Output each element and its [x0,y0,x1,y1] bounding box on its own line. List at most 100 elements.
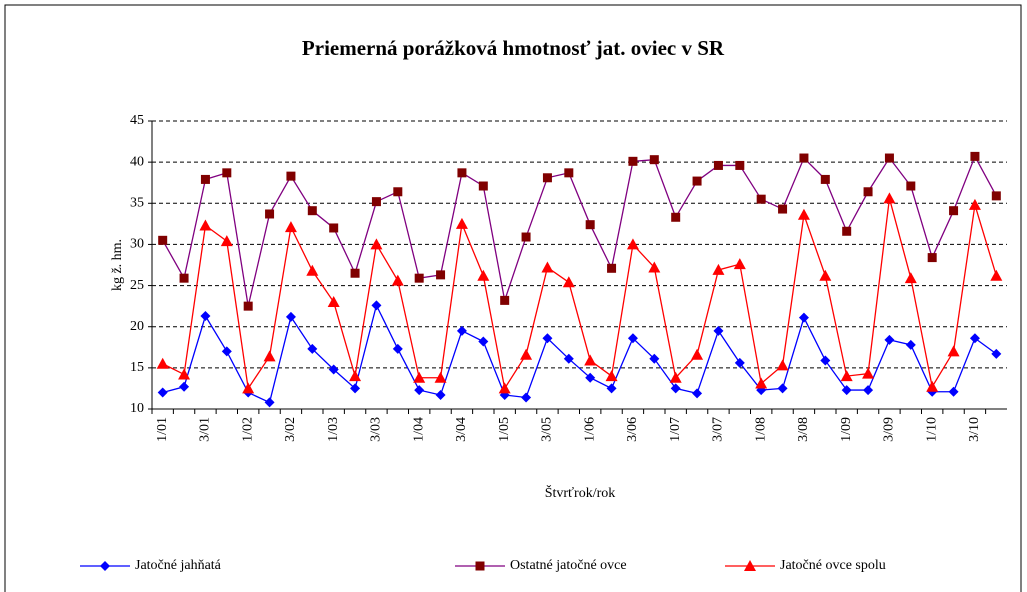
marker [220,235,233,247]
marker [607,263,617,273]
marker [863,385,874,396]
marker [500,295,510,305]
x-tick-label: 3/06 [625,417,640,442]
marker [970,151,980,161]
marker [713,160,723,170]
marker [776,359,789,371]
marker [414,273,424,283]
marker [927,253,937,263]
marker [455,217,468,229]
x-tick-label: 1/10 [924,417,939,442]
marker [670,383,681,394]
marker [392,343,403,354]
marker [669,371,682,383]
marker [328,364,339,375]
x-tick-label: 1/05 [497,417,512,442]
marker [285,311,296,322]
marker [671,212,681,222]
marker [744,560,756,571]
marker [692,176,702,186]
marker [200,311,211,322]
marker [648,261,661,273]
marker [991,348,1002,359]
marker [521,392,532,403]
marker [286,171,296,181]
x-tick-label: 3/10 [967,417,982,442]
y-tick-label: 25 [130,278,144,293]
x-tick-label: 3/02 [283,417,298,442]
x-tick-label: 1/02 [240,417,255,442]
marker [626,238,639,250]
marker [371,300,382,311]
x-tick-label: 1/09 [839,417,854,442]
marker [477,269,490,281]
marker [436,270,446,280]
marker [968,198,981,210]
marker [969,333,980,344]
marker [498,382,511,394]
chart-title: Priemerná porážková hmotnosť jat. oviec … [302,36,725,60]
x-tick-label: 1/08 [753,417,768,442]
marker [841,385,852,396]
marker [947,345,960,357]
marker [434,371,447,383]
marker [840,370,853,382]
marker [413,371,426,383]
marker [628,156,638,166]
series-line [162,154,997,307]
marker [991,191,1001,201]
y-tick-label: 30 [130,237,144,252]
marker [414,385,425,396]
marker [819,269,832,281]
marker [350,383,361,394]
y-tick-label: 45 [130,113,144,128]
marker [798,312,809,323]
marker [562,276,575,288]
marker [884,334,895,345]
marker [391,274,404,286]
x-tick-label: 1/01 [155,417,170,442]
marker [820,355,831,366]
marker [692,388,703,399]
marker [563,353,574,364]
marker [542,173,552,183]
marker [478,181,488,191]
series-line [162,303,997,404]
marker [306,264,319,276]
marker [799,153,809,163]
x-tick-label: 3/04 [454,417,469,442]
marker [949,206,959,216]
marker [627,333,638,344]
x-tick-label: 3/09 [882,417,897,442]
marker [327,296,340,308]
marker [606,383,617,394]
marker [242,382,255,394]
x-tick-label: 1/07 [668,417,683,442]
marker [585,372,596,383]
marker [948,386,959,397]
marker [350,268,360,278]
marker [990,269,1003,281]
marker [712,263,725,275]
marker [862,367,875,379]
marker [649,155,659,165]
marker [777,383,788,394]
marker [264,397,275,408]
legend-label: Jatočné ovce spolu [780,558,886,573]
x-tick-label: 1/06 [582,417,597,442]
marker [541,261,554,273]
marker [157,387,168,398]
marker [329,223,339,233]
marker [456,325,467,336]
marker [263,350,276,362]
marker [200,174,210,184]
marker [842,226,852,236]
x-tick-label: 3/05 [540,417,555,442]
legend-label: Jatočné jahňatá [135,558,222,573]
marker [156,357,169,369]
marker [393,187,403,197]
marker [457,168,467,178]
marker [307,343,318,354]
marker [307,206,317,216]
